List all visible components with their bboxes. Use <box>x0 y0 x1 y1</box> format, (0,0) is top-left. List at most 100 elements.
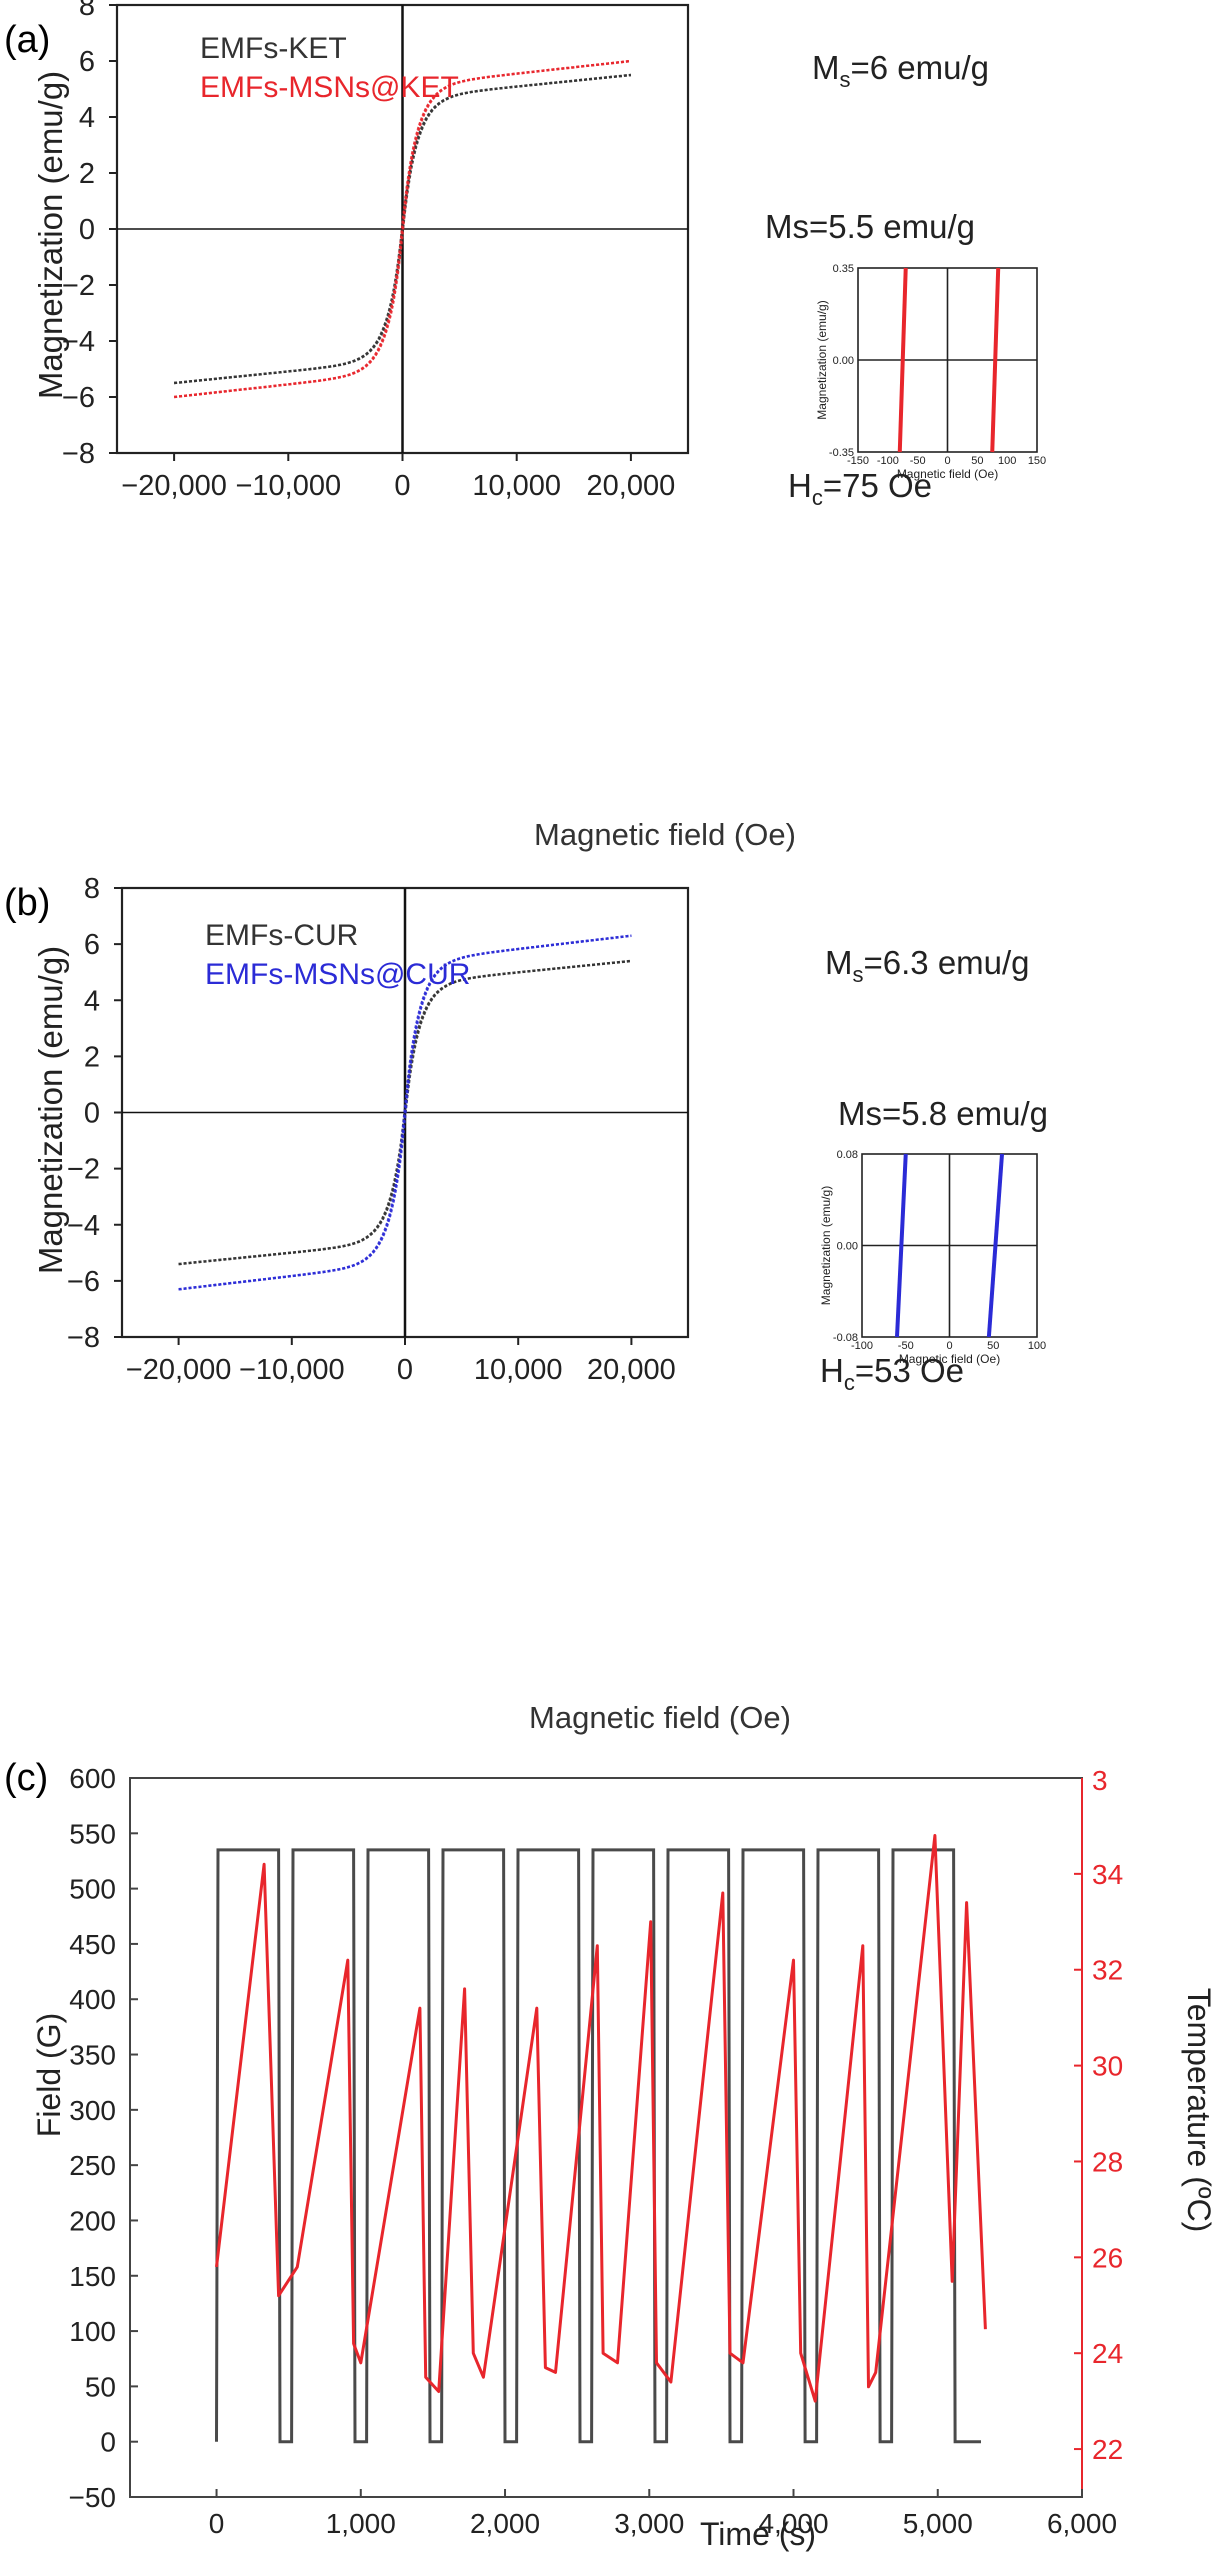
panel-b-label: (b) <box>4 882 50 924</box>
inset-x-tick-label: -100 <box>851 1340 873 1352</box>
inset-loop-branch <box>897 267 908 453</box>
hysteresis-curve-sample <box>178 959 632 1266</box>
x-tick-label: 20,000 <box>587 1354 676 1386</box>
y-tick-label-left: 50 <box>85 2371 116 2402</box>
panel-a-legend-2: EMFs-MSNs@KET <box>200 71 459 104</box>
y-tick-label: 2 <box>84 1041 100 1073</box>
y-tick-label: −6 <box>67 1266 100 1298</box>
x-tick-label: 2,000 <box>470 2508 540 2539</box>
panel-b-ylabel: Magnetization (emu/g) <box>32 946 69 1274</box>
x-tick-label: 0 <box>397 1354 413 1386</box>
panel-a-data <box>173 59 632 399</box>
y-tick-label: −2 <box>62 270 95 302</box>
panel-c-xlabel: Time (s) <box>700 2516 816 2552</box>
field-trace <box>215 1848 981 2444</box>
panel-a-legend-1: EMFs-KET <box>200 32 347 65</box>
inset-x-tick-label: 100 <box>1028 1340 1046 1352</box>
panel-a-label: (a) <box>4 19 50 61</box>
panel-c: (c) 0 1,000 2,000 3,000 4,000 5,000 6,000 −50 0 5… <box>4 1757 1217 2552</box>
y-tick-label: −4 <box>67 1210 100 1242</box>
y-tick-label: −2 <box>67 1154 100 1186</box>
panel-a-hc-sub: c <box>812 485 823 510</box>
panel-b-xlabel: Magnetic field (Oe) <box>529 1700 791 1735</box>
y-tick-label-right: 32 <box>1092 1955 1123 1986</box>
y-tick-label-left: 100 <box>69 2316 116 2347</box>
y-tick-label: −8 <box>67 1322 100 1354</box>
inset-xlabel: Magnetic field (Oe) <box>899 1352 1000 1366</box>
x-tick-label: 4,000 <box>758 2508 828 2539</box>
y-tick-label-right: 22 <box>1092 2434 1123 2465</box>
inset-loop-branch <box>895 1153 908 1338</box>
inset-loop-branch <box>990 267 1001 453</box>
y-tick-label: 6 <box>84 929 100 961</box>
panel-a-ylabel: Magnetization (emu/g) <box>32 71 69 399</box>
panel-a-inset: -150 -100 -50 0 50 100 150 0.35 0.00 -0.35 Magneti… <box>815 263 1046 481</box>
panel-b-hc-base: H <box>820 1352 844 1389</box>
panel-c-ylabel-left: Field (G) <box>31 2013 67 2137</box>
inset-x-tick-label: 150 <box>1028 455 1046 467</box>
inset-x-tick-label: 50 <box>971 455 983 467</box>
x-tick-label: −20,000 <box>126 1354 232 1386</box>
panel-c-ticks: 0 1,000 2,000 3,000 4,000 5,000 6,000 −50 0 50 100… <box>69 1763 1124 2539</box>
panel-b-ms-main-sub: s <box>853 962 864 987</box>
panel-b-hc-rest: =53 Oe <box>855 1352 964 1389</box>
inset-x-tick-label: -50 <box>898 1340 914 1352</box>
panel-c-label: (c) <box>4 1757 48 1799</box>
panel-c-axes <box>129 1777 1083 2498</box>
y-tick-label-right: 30 <box>1092 2051 1123 2082</box>
inset-x-tick-label: 0 <box>946 1340 952 1352</box>
panel-a-ms-main-rest: =6 emu/g <box>851 49 990 86</box>
hysteresis-curve-sample <box>173 73 632 385</box>
y-tick-label: 0 <box>84 1098 100 1130</box>
inset-y-tick-label: 0.00 <box>837 1241 858 1253</box>
y-tick-label: −6 <box>62 382 95 414</box>
x-tick-label: 10,000 <box>472 470 561 502</box>
y-tick-label-left: 300 <box>69 2095 116 2126</box>
inset-ylabel: Magnetization (emu/g) <box>819 1186 833 1305</box>
panel-b-legend-1: EMFs-CUR <box>205 919 358 952</box>
panel-a: (a) −20,000 −10,000 0 10,000 20,000−8−6−4−20… <box>4 0 1046 852</box>
panel-b-data <box>178 934 632 1291</box>
y-tick-label-left: 250 <box>69 2150 116 2181</box>
y-tick-label-left: 350 <box>69 2040 116 2071</box>
x-tick-label: 6,000 <box>1047 2508 1117 2539</box>
panel-a-ms-second: Ms=5.5 emu/g <box>765 208 975 245</box>
hysteresis-curve-composite <box>173 59 632 399</box>
panel-b-ms-main-rest: =6.3 emu/g <box>864 944 1030 981</box>
panel-a-ms-main-base: M <box>812 49 840 86</box>
x-tick-label: −20,000 <box>121 470 227 502</box>
x-tick-label: 1,000 <box>326 2508 396 2539</box>
inset-y-tick-label: 0.08 <box>837 1149 858 1161</box>
inset-ylabel: Magnetization (emu/g) <box>815 300 829 419</box>
panel-b: (b) −20,000 −10,000 0 10,000 20,000−8−6−4−20… <box>4 873 1048 1735</box>
inset-x-tick-label: 50 <box>987 1340 999 1352</box>
y-tick-label: 8 <box>84 873 100 905</box>
panel-a-hc: Hc=75 Oe <box>788 467 932 510</box>
x-tick-label: 0 <box>394 470 410 502</box>
panel-b-ms-main: Ms=6.3 emu/g <box>825 944 1030 987</box>
panel-b-inset: -100 -50 0 50 100 0.08 0.00 -0.08 Magnetic field… <box>819 1149 1046 1366</box>
inset-loop-branch <box>986 1153 1004 1338</box>
y-tick-label-left: 200 <box>69 2205 116 2236</box>
inset-y-tick-label: 0.00 <box>833 355 854 367</box>
panel-a-ms-main: Ms=6 emu/g <box>812 49 989 92</box>
y-tick-label-left: 600 <box>69 1763 116 1794</box>
inset-y-tick-label: -0.35 <box>829 447 854 459</box>
temperature-trace <box>215 1834 987 2403</box>
y-tick-label: 6 <box>79 46 95 78</box>
panel-a-xlabel: Magnetic field (Oe) <box>534 817 796 852</box>
inset-y-tick-label: 0.35 <box>833 263 854 275</box>
inset-x-tick-label: 0 <box>944 455 950 467</box>
inset-x-tick-label: 100 <box>998 455 1016 467</box>
y-tick-label: 0 <box>79 214 95 246</box>
x-tick-label: 5,000 <box>903 2508 973 2539</box>
y-tick-label: 8 <box>79 0 95 22</box>
y-tick-label: 4 <box>79 102 95 134</box>
panel-a-hc-rest: =75 Oe <box>823 467 932 504</box>
panel-a-ms-main-sub: s <box>840 67 851 92</box>
inset-x-tick-label: -50 <box>910 455 926 467</box>
y-tick-label-left: 400 <box>69 1984 116 2015</box>
panel-b-legend-2: EMFs-MSNs@CUR <box>205 958 470 991</box>
inset-y-tick-label: -0.08 <box>833 1332 858 1344</box>
